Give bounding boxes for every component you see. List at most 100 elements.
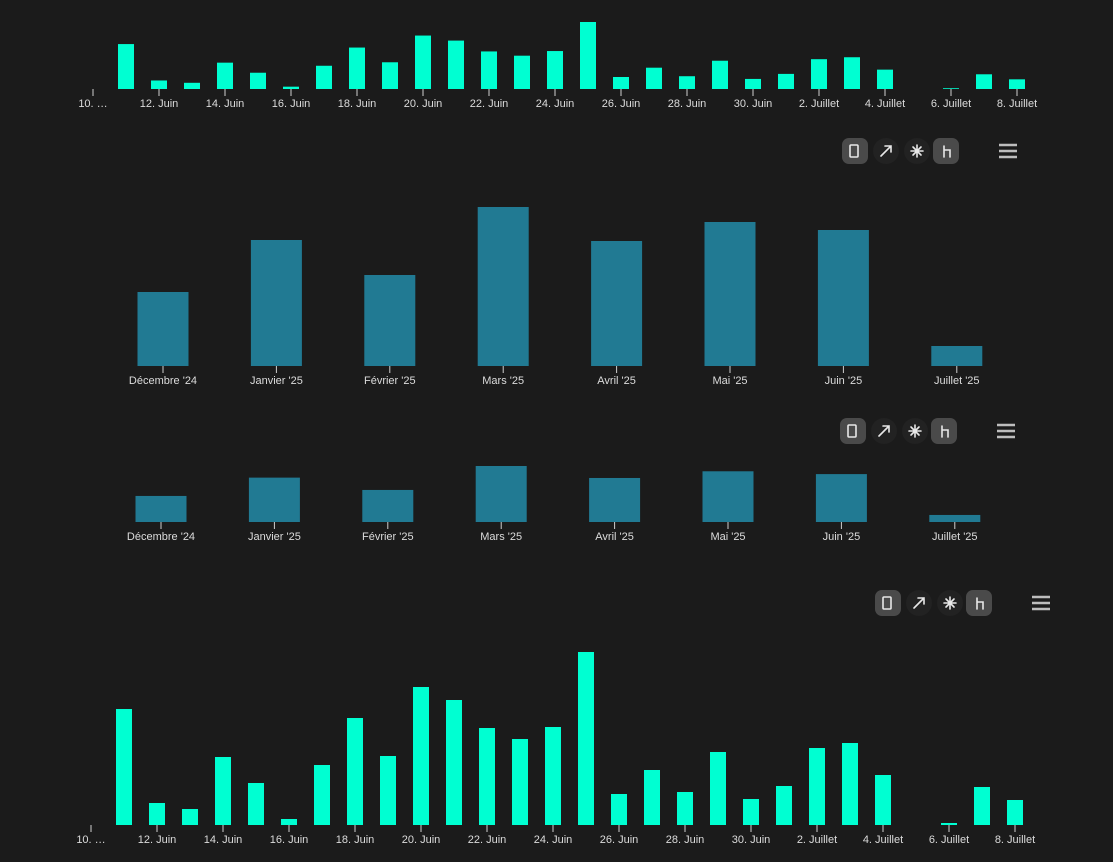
bar [809, 748, 825, 825]
bar [644, 770, 660, 825]
bar [137, 292, 189, 366]
x-tick-label: Juin '25 [823, 531, 861, 543]
bar [646, 67, 662, 89]
x-tick-label: 10. … [76, 834, 105, 846]
bar [679, 76, 695, 89]
x-tick-label: 14. Juin [204, 834, 243, 846]
menu-button[interactable] [1032, 595, 1050, 611]
x-tick-label: 2. Juillet [799, 98, 839, 110]
button[interactable] [875, 590, 901, 616]
bar [745, 78, 761, 89]
bar [475, 466, 527, 522]
bar [613, 76, 629, 89]
toolbar [842, 138, 1017, 164]
icon [880, 145, 892, 157]
bar [677, 792, 693, 825]
x-tick-label: 14. Juin [206, 98, 245, 110]
bar [382, 62, 398, 89]
toolbar [875, 590, 1050, 616]
bar [514, 55, 530, 89]
icon [849, 144, 859, 158]
x-tick-label: Avril '25 [597, 375, 636, 387]
icon [908, 424, 922, 438]
bar [182, 809, 198, 825]
bar [712, 60, 728, 89]
button[interactable] [966, 590, 992, 616]
x-tick-label: 30. Juin [734, 98, 773, 110]
bar [778, 73, 794, 89]
bar [941, 823, 957, 825]
bar [776, 786, 792, 825]
bar [844, 57, 860, 89]
bar [415, 35, 431, 89]
icon [943, 145, 951, 158]
x-tick-label: Mai '25 [710, 531, 745, 543]
x-tick-label: 8. Juillet [997, 98, 1037, 110]
bar [149, 803, 165, 825]
bar [316, 65, 332, 89]
x-tick-label: 26. Juin [600, 834, 639, 846]
bar [446, 700, 462, 825]
bar [976, 74, 992, 89]
bar [347, 718, 363, 825]
icon [941, 425, 949, 438]
x-tick-label: 16. Juin [272, 98, 311, 110]
bar [1007, 800, 1023, 825]
bar [974, 787, 990, 825]
bar [875, 775, 891, 825]
x-tick-label: Décembre '24 [129, 375, 197, 387]
bar [217, 62, 233, 89]
x-tick-label: 24. Juin [534, 834, 573, 846]
bar [578, 652, 594, 825]
bar [349, 47, 365, 89]
button[interactable] [840, 418, 866, 444]
bar [281, 819, 297, 825]
x-tick-label: Février '25 [364, 375, 416, 387]
bar [589, 477, 641, 522]
x-tick-label: Juillet '25 [934, 375, 980, 387]
bar [811, 59, 827, 89]
bar [362, 489, 414, 522]
bar [943, 88, 959, 89]
x-tick-label: 16. Juin [270, 834, 309, 846]
x-tick-label: Juin '25 [825, 375, 863, 387]
bar [116, 709, 132, 825]
button[interactable] [933, 138, 959, 164]
x-tick-label: 6. Juillet [929, 834, 969, 846]
x-tick-label: 22. Juin [470, 98, 509, 110]
x-tick-label: 26. Juin [602, 98, 641, 110]
x-tick-label: Décembre '24 [127, 531, 195, 543]
x-tick-label: 28. Juin [668, 98, 707, 110]
bar [591, 241, 643, 366]
bar [184, 82, 200, 89]
bar [1009, 79, 1025, 89]
icon [882, 596, 892, 610]
menu-button[interactable] [999, 143, 1017, 159]
bar [477, 207, 529, 366]
x-tick-label: 18. Juin [338, 98, 377, 110]
icon [847, 424, 857, 438]
x-tick-label: Mars '25 [480, 531, 522, 543]
bar [710, 752, 726, 825]
x-tick-label: 4. Juillet [865, 98, 905, 110]
x-tick-label: Janvier '25 [248, 531, 301, 543]
x-tick-label: 6. Juillet [931, 98, 971, 110]
bar [448, 40, 464, 89]
x-tick-label: Mai '25 [712, 375, 747, 387]
menu-button[interactable] [997, 423, 1015, 439]
x-tick-label: 2. Juillet [797, 834, 837, 846]
x-tick-label: Janvier '25 [250, 375, 303, 387]
bar [481, 51, 497, 89]
x-tick-label: 18. Juin [336, 834, 375, 846]
button[interactable] [931, 418, 957, 444]
toolbar [840, 418, 1015, 444]
x-tick-label: 30. Juin [732, 834, 771, 846]
bar [413, 687, 429, 825]
x-tick-label: Juillet '25 [932, 531, 978, 543]
bar [512, 739, 528, 825]
bar [611, 794, 627, 825]
x-tick-label: 4. Juillet [863, 834, 903, 846]
button[interactable] [842, 138, 868, 164]
icon [943, 596, 957, 610]
